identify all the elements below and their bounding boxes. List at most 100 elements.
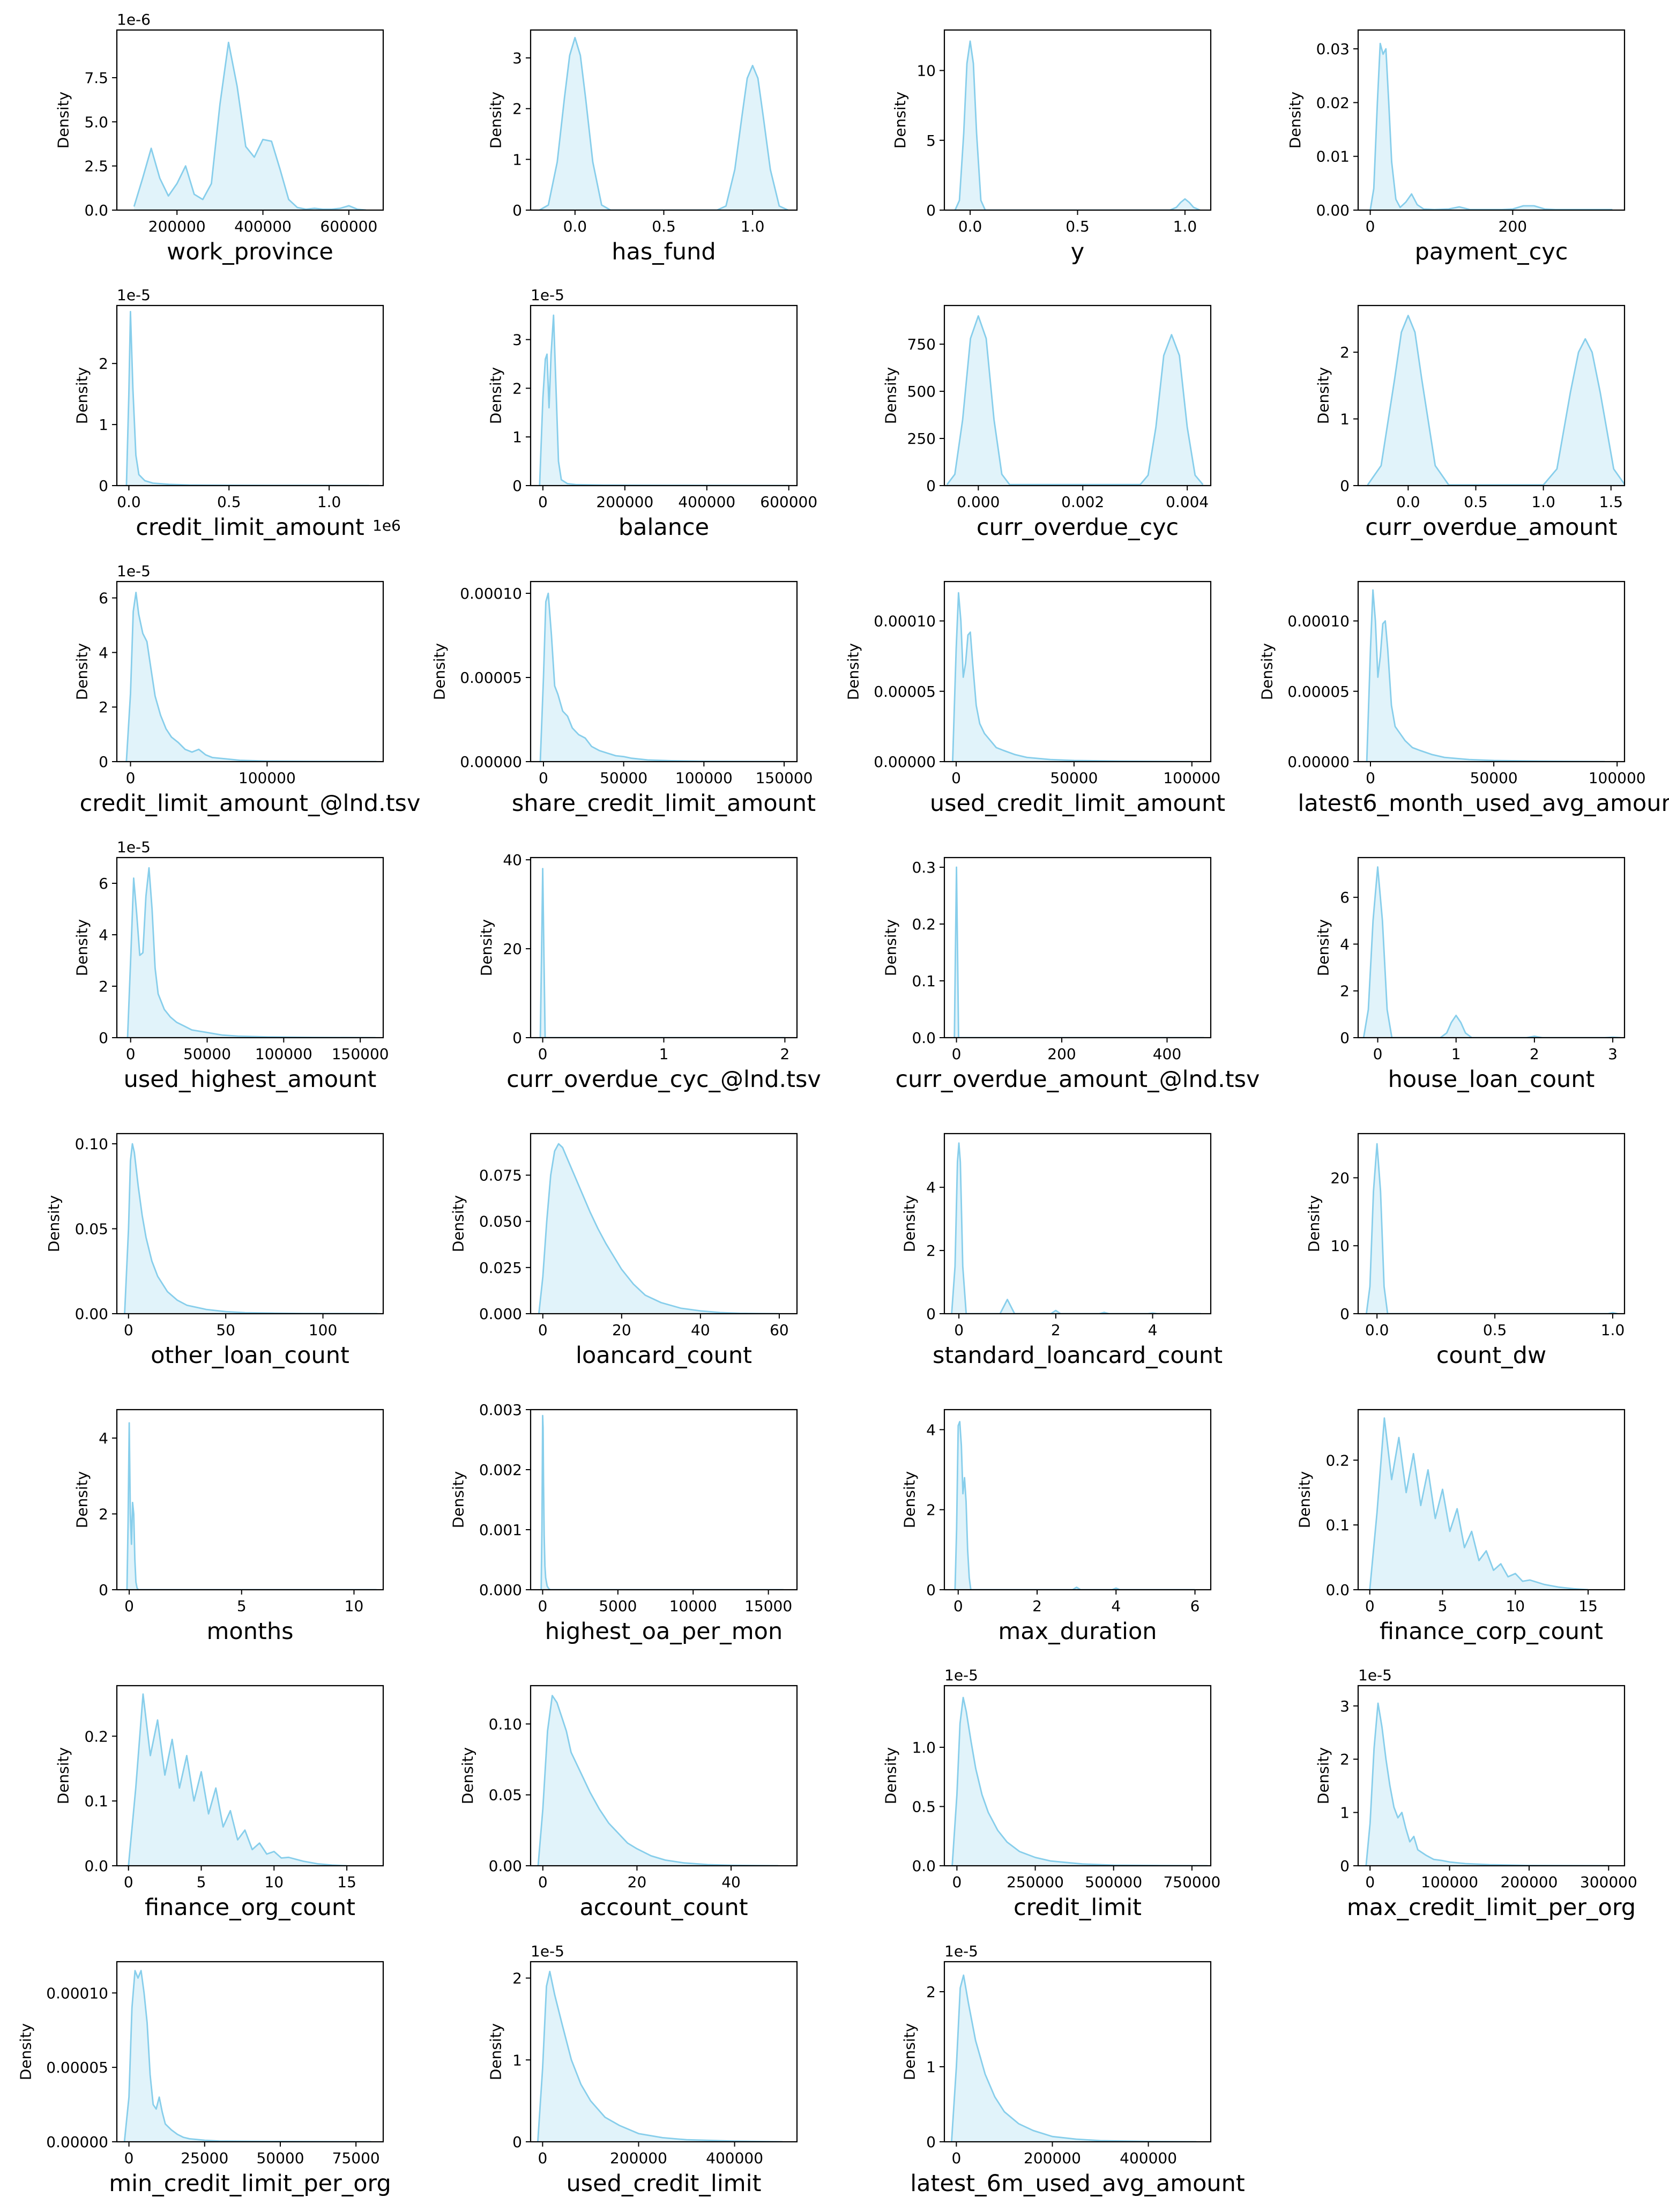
y-tick-label: 0.10	[75, 1135, 108, 1153]
x-axis-label: payment_cyc	[1415, 239, 1568, 265]
x-tick-label: 15000	[744, 1597, 792, 1615]
x-tick-label: 10000	[669, 1597, 717, 1615]
x-tick-label: 400000	[706, 2149, 763, 2167]
density-area	[124, 1970, 371, 2142]
y-tick-label: 500	[907, 383, 936, 400]
density-line	[540, 1414, 784, 1590]
x-tick-label: 0.0	[1396, 493, 1420, 511]
x-tick-label: 2	[1051, 1321, 1061, 1339]
y-tick-label: 0.0	[84, 202, 108, 219]
x-tick-label: 100000	[1163, 769, 1220, 787]
y-axis-label: Density	[73, 1471, 91, 1528]
y-tick-label: 1	[1340, 1804, 1350, 1822]
y-tick-label: 0.1	[84, 1792, 108, 1810]
x-tick-label: 1.5	[1599, 493, 1623, 511]
subplot-share_credit_limit_amount: 0 50000 100000 150000 0.00000 0.00005 0.00010 D…	[431, 580, 816, 817]
x-axis-label: max_credit_limit_per_org	[1347, 1894, 1636, 1921]
axes-frame	[943, 857, 1212, 1039]
x-tick-label: 250000	[1007, 1873, 1064, 1891]
density-line	[125, 592, 377, 762]
x-axis-label: used_credit_limit_amount	[930, 790, 1225, 817]
density-area	[1367, 590, 1605, 762]
subplot-work_province: 200000 400000 600000 0.0 2.5 5.0 7.5 Density wor…	[55, 11, 384, 265]
y-axis-label: Density	[1315, 1747, 1332, 1804]
x-tick-label: 100	[309, 1321, 337, 1339]
x-tick-label: 40	[721, 1873, 741, 1891]
x-axis-label: curr_overdue_amount_@lnd.tsv	[896, 1066, 1260, 1093]
x-tick-label: 0	[124, 1873, 133, 1891]
x-axis-label: y	[1071, 239, 1084, 265]
x-tick-label: 200000	[610, 2149, 667, 2167]
density-area	[539, 315, 789, 486]
density-line	[954, 40, 1201, 210]
x-axis-label: finance_org_count	[145, 1894, 355, 1921]
y-tick-label: 0	[99, 1029, 108, 1047]
y-offset-label: 1e-5	[117, 562, 151, 580]
x-tick-label: 0.000	[957, 493, 1000, 511]
y-tick-label: 0.2	[84, 1727, 108, 1745]
axes-frame	[116, 580, 384, 763]
density-area	[540, 593, 784, 762]
x-tick-label: 0	[538, 2149, 547, 2167]
subplot-credit_limit: 0 250000 500000 750000 0.0 0.5 1.0 Density credi…	[882, 1666, 1221, 1921]
subplot-min_credit_limit_per_org: 0 25000 50000 75000 0.00000 0.00005 0.00010 Den…	[17, 1961, 391, 2197]
x-tick-label: 75000	[332, 2149, 380, 2167]
y-offset-label: 1e-5	[944, 1942, 978, 1960]
axes-frame	[1357, 1409, 1626, 1591]
x-tick-label: 50000	[600, 769, 647, 787]
density-area	[540, 868, 785, 1038]
x-tick-label: 400000	[678, 493, 735, 511]
x-tick-label: 0	[951, 769, 961, 787]
x-tick-label: 0.002	[1061, 493, 1104, 511]
y-axis-label: Density	[478, 919, 495, 976]
density-area	[539, 38, 788, 210]
subplot-other_loan_count: 0 50 100 0.00 0.05 0.10 Density other_loan_coun…	[45, 1133, 384, 1369]
x-axis-label: highest_oa_per_mon	[545, 1618, 783, 1645]
x-tick-label: 5	[237, 1597, 247, 1615]
x-axis-label: used_credit_limit	[567, 2170, 762, 2197]
y-tick-label: 0.050	[479, 1213, 522, 1231]
density-area	[952, 1697, 1208, 1866]
y-tick-label: 2	[512, 100, 522, 118]
y-tick-label: 0.00005	[46, 2059, 108, 2076]
x-axis-label: min_credit_limit_per_org	[109, 2170, 391, 2197]
x-tick-label: 150000	[332, 1045, 389, 1063]
y-tick-label: 0.00010	[46, 1984, 108, 2002]
axes-frame	[943, 1409, 1212, 1591]
x-tick-label: 0	[1366, 769, 1375, 787]
axes-frame	[1357, 29, 1626, 211]
density-line	[1362, 866, 1621, 1038]
y-tick-label: 0.075	[479, 1167, 522, 1185]
y-tick-label: 20	[1330, 1169, 1350, 1187]
x-tick-label: 50	[216, 1321, 235, 1339]
density-line	[951, 1696, 1208, 1866]
y-tick-label: 0	[99, 753, 108, 771]
x-tick-label: 0	[953, 1597, 963, 1615]
x-tick-label: 100000	[1421, 1873, 1478, 1891]
density-line	[952, 592, 1192, 762]
x-tick-label: 0.5	[652, 218, 676, 235]
y-tick-label: 2	[512, 1970, 522, 1987]
x-axis-label: credit_limit	[1014, 1894, 1142, 1921]
y-offset-label: 1e-6	[117, 11, 151, 28]
density-area	[126, 1422, 377, 1590]
x-tick-label: 15	[1578, 1597, 1598, 1615]
subplot-standard_loancard_count: 0 2 4 0 2 4 Density standard_loancard_count	[901, 1133, 1223, 1369]
x-tick-label: 0	[538, 1045, 548, 1063]
x-axis-label: house_loan_count	[1388, 1066, 1595, 1093]
x-tick-label: 0	[1365, 1873, 1375, 1891]
x-tick-label: 10	[1506, 1597, 1525, 1615]
x-tick-label: 20	[628, 1873, 647, 1891]
x-tick-label: 400	[1153, 1045, 1181, 1063]
x-tick-label: 10	[264, 1873, 284, 1891]
y-tick-label: 1	[99, 416, 108, 434]
axes-frame	[1357, 857, 1626, 1039]
subplot-highest_oa_per_mon: 0 5000 10000 15000 0.000 0.001 0.002 0.003 Densi…	[450, 1401, 798, 1645]
density-area	[124, 1144, 378, 1314]
density-area	[1366, 1703, 1609, 1866]
subplot-max_duration: 0 2 4 6 0 2 4 Density max_duration	[901, 1409, 1212, 1645]
x-tick-label: 6	[1190, 1597, 1200, 1615]
x-tick-label: 3	[1608, 1045, 1618, 1063]
y-tick-label: 4	[926, 1421, 936, 1439]
